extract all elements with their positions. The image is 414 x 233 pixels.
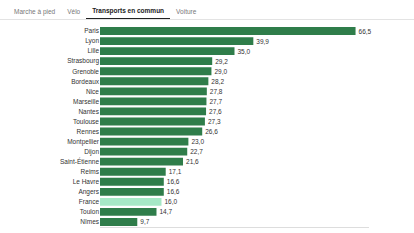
- svg-text:Toulon: Toulon: [80, 208, 100, 215]
- svg-text:29,0: 29,0: [214, 68, 227, 75]
- svg-text:Reims: Reims: [81, 168, 100, 175]
- svg-text:Paris: Paris: [84, 27, 100, 34]
- svg-text:Montpellier: Montpellier: [67, 138, 100, 146]
- svg-text:Rennes: Rennes: [77, 128, 100, 135]
- svg-text:14,7: 14,7: [159, 208, 172, 215]
- svg-text:66,5: 66,5: [359, 28, 372, 35]
- svg-text:27,3: 27,3: [208, 118, 221, 125]
- svg-text:France: France: [79, 198, 100, 205]
- html-text:Voiture: Voiture: [176, 8, 197, 15]
- svg-text:23,0: 23,0: [191, 138, 204, 145]
- svg-text:17,1: 17,1: [169, 168, 182, 175]
- svg-text:Nantes: Nantes: [78, 108, 99, 115]
- svg-text:Grenoble: Grenoble: [72, 68, 99, 75]
- svg-text:16,6: 16,6: [167, 178, 180, 185]
- svg-text:27,6: 27,6: [209, 108, 222, 115]
- svg-text:29,2: 29,2: [215, 58, 228, 65]
- svg-text:22,7: 22,7: [190, 148, 203, 155]
- svg-text:Saint-Étienne: Saint-Étienne: [60, 157, 99, 165]
- svg-text:Nîmes: Nîmes: [80, 218, 100, 225]
- svg-text:Nice: Nice: [86, 88, 99, 95]
- svg-text:Strasbourg: Strasbourg: [67, 57, 99, 65]
- svg-text:21,6: 21,6: [186, 158, 199, 165]
- svg-text:27,7: 27,7: [209, 98, 222, 105]
- html-text:Transports en commun: Transports en commun: [92, 7, 165, 14]
- svg-text:9,7: 9,7: [140, 218, 149, 225]
- svg-text:Bordeaux: Bordeaux: [71, 78, 100, 85]
- svg-text:Lyon: Lyon: [85, 37, 99, 45]
- svg-text:35,0: 35,0: [238, 48, 251, 55]
- svg-text:16,6: 16,6: [167, 188, 180, 195]
- svg-text:Le Havre: Le Havre: [73, 178, 100, 185]
- svg-text:Toulouse: Toulouse: [73, 118, 99, 125]
- svg-text:Marseille: Marseille: [73, 98, 99, 105]
- svg-text:27,8: 27,8: [210, 88, 223, 95]
- svg-text:Angers: Angers: [78, 188, 99, 196]
- html-text:Marche à pied: Marche à pied: [14, 8, 56, 15]
- svg-text:Lille: Lille: [87, 47, 99, 54]
- svg-text:28,2: 28,2: [211, 78, 224, 85]
- svg-text:Dijon: Dijon: [84, 148, 99, 156]
- svg-text:26,6: 26,6: [205, 128, 218, 135]
- html-text:Vélo: Vélo: [67, 8, 81, 15]
- svg-text:16,0: 16,0: [164, 198, 177, 205]
- svg-text:39,9: 39,9: [256, 38, 269, 45]
